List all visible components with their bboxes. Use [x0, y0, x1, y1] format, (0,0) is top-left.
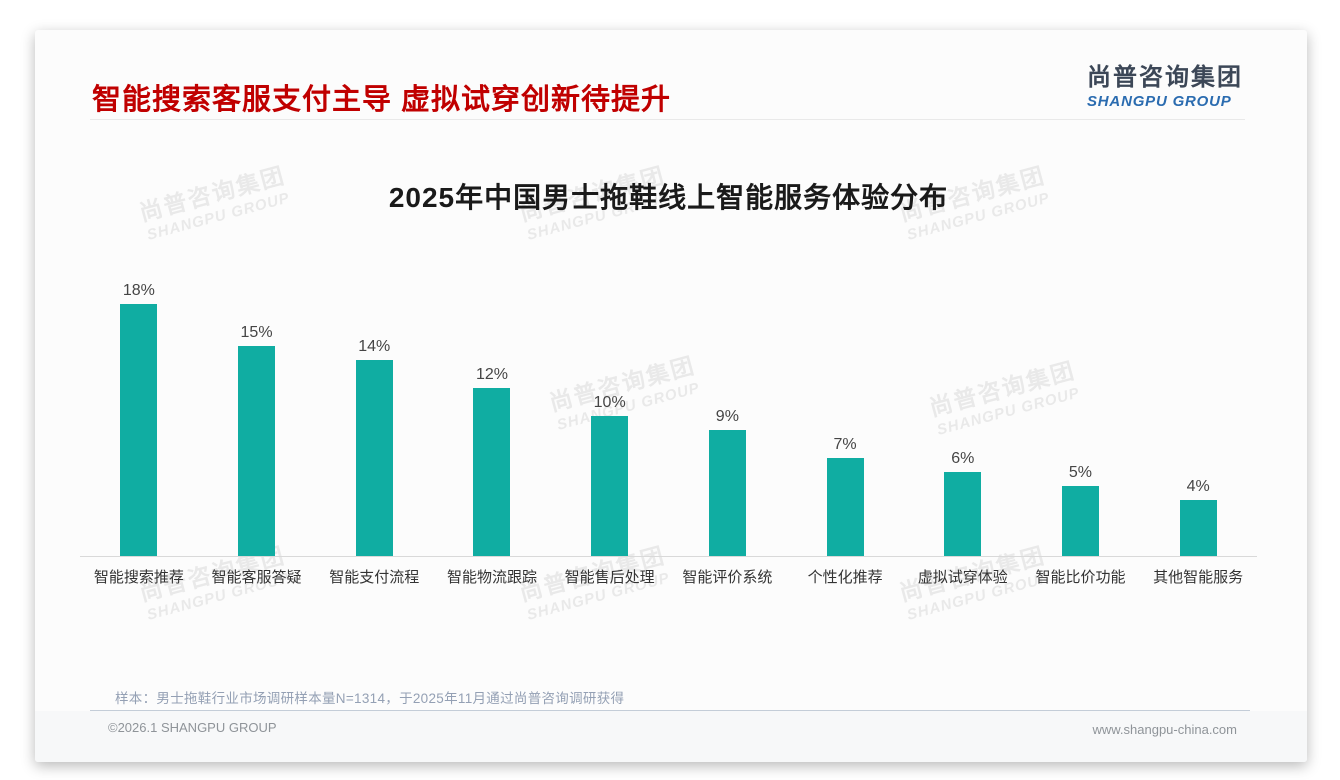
page-title: 智能搜索客服支付主导 虚拟试穿创新待提升 — [92, 84, 672, 116]
bar-chart-categories: 智能搜索推荐 智能客服答疑 智能支付流程 智能物流跟踪 智能售后处理 智能评价系统 个性化推… — [80, 557, 1257, 587]
bar-chart: 18% 15% 14% 12% 10% 9% 7% 6% 5% 4% 智能搜索推荐 智能客服答疑 智能… — [80, 260, 1257, 587]
bar-value-label: 14% — [358, 338, 391, 355]
logo-english-text: SHANGPU GROUP — [1087, 93, 1232, 110]
copyright-text: ©2026.1 SHANGPU GROUP — [108, 720, 277, 735]
sample-note: 样本：男士拖鞋行业市场调研样本量N=1314，于2025年11月通过尚普咨询调研… — [115, 691, 625, 706]
bar-column: 4% — [1139, 260, 1257, 556]
bar-category-label: 智能物流跟踪 — [446, 569, 537, 586]
bar-column: 18% — [80, 260, 198, 556]
bar-value-label: 4% — [1186, 478, 1210, 495]
logo-chinese-text: 尚普咨询集团 — [1087, 64, 1243, 91]
bar-value-label: 5% — [1068, 464, 1093, 481]
bar-column: 9% — [669, 260, 787, 556]
bar-column: 5% — [1022, 260, 1140, 556]
bar-category-label: 智能评价系统 — [682, 569, 773, 586]
bar-category-label: 智能售后处理 — [564, 569, 655, 586]
bar-value-label: 18% — [122, 282, 155, 299]
bar-value-label: 9% — [715, 408, 739, 425]
bar-category-label: 智能搜索推荐 — [93, 569, 184, 586]
bar — [1061, 486, 1099, 556]
bar-value-label: 7% — [833, 436, 857, 453]
bar — [1179, 500, 1217, 556]
bar-category-label: 个性化推荐 — [807, 569, 883, 586]
bar-column: 12% — [433, 260, 551, 556]
footer-divider — [90, 710, 1250, 711]
bar — [826, 458, 864, 556]
bar — [355, 360, 393, 556]
website-text: www.shangpu-china.com — [1092, 722, 1237, 737]
title-divider — [90, 119, 1245, 120]
bar-column: 7% — [786, 260, 904, 556]
bar-category-label: 智能支付流程 — [329, 569, 420, 586]
footer-strip — [35, 711, 1307, 762]
bar-chart-plot: 18% 15% 14% 12% 10% 9% 7% 6% 5% 4% — [80, 260, 1257, 557]
bar-value-label: 12% — [475, 366, 508, 383]
bar-value-label: 10% — [593, 394, 626, 411]
bar — [120, 304, 158, 556]
bar-value-label: 6% — [951, 450, 975, 467]
bar-column: 6% — [904, 260, 1022, 556]
bar-category-label: 智能客服答疑 — [211, 569, 302, 586]
bar-column: 15% — [198, 260, 316, 556]
bar — [473, 388, 511, 556]
bar-column: 14% — [315, 260, 433, 556]
bar — [708, 430, 746, 556]
bar — [944, 472, 982, 556]
company-logo: 尚普咨询集团 SHANGPU GROUP — [1087, 57, 1243, 110]
bar-category-label: 其他智能服务 — [1153, 569, 1244, 586]
bar-value-label: 15% — [240, 324, 273, 341]
slide-card: 尚普咨询集团 SHANGPU GROUP 尚普咨询集团 SHANGPU GROUP 尚普… — [35, 30, 1307, 762]
bar — [238, 346, 276, 556]
bar-category-label: 智能比价功能 — [1035, 569, 1126, 586]
chart-title: 2025年中国男士拖鞋线上智能服务体验分布 — [388, 182, 949, 213]
bar-category-label: 虚拟试穿体验 — [917, 569, 1008, 586]
bar — [591, 416, 629, 556]
bar-column: 10% — [551, 260, 669, 556]
